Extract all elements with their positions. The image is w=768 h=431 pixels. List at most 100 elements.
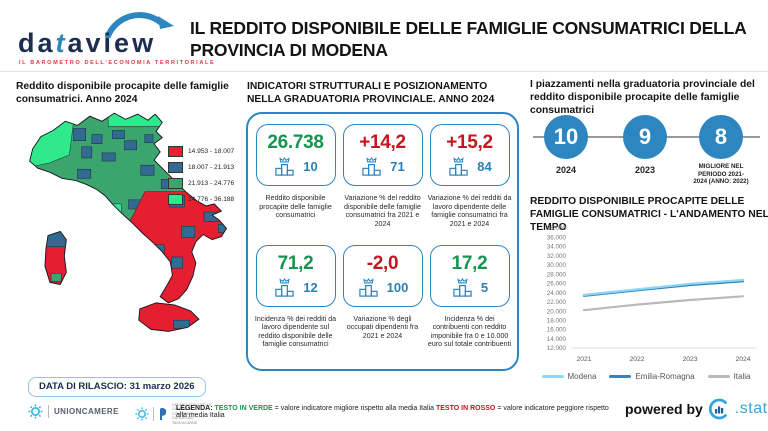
legend-swatch — [168, 194, 183, 205]
legend-series-label: Italia — [733, 372, 751, 381]
indicators-panel-title: INDICATORI STRUTTURALI E POSIZIONAMENTO … — [247, 81, 495, 105]
indicator-caption: Incidenza % dei contribuenti con reddito… — [427, 314, 512, 349]
y-axis-label: 26.000 — [547, 281, 567, 288]
legend-line-swatch — [707, 375, 730, 378]
indicator-value: 26.738 — [267, 132, 324, 153]
y-axis-label: 34.000 — [547, 244, 567, 251]
legend-line-swatch — [609, 375, 632, 378]
gauge-arc-icon — [105, 12, 174, 38]
y-axis-label: 12.000 — [547, 345, 567, 352]
y-axis-label: 28.000 — [547, 271, 567, 278]
y-axis-label: 38.000 — [547, 225, 567, 232]
ranking-panel-title: I piazzamenti nella graduatoria provinci… — [530, 79, 755, 116]
indicator-cell: +14,2 71 Variazione % del reddito disponib… — [339, 124, 426, 245]
legend-swatch — [168, 178, 183, 189]
logo-separator — [153, 407, 154, 422]
indicator-cell: 26.738 10 Reddito disponibile procapite de… — [252, 124, 339, 245]
legenda-green-desc: = valore indicatore migliore rispetto al… — [274, 405, 435, 412]
indicator-rank: 84 — [477, 159, 492, 174]
indicator-caption: Variazione % del reddito disponibile del… — [344, 194, 421, 228]
indicator-rank: 71 — [390, 159, 405, 174]
x-axis-label: 2024 — [735, 356, 750, 363]
podium-icon — [275, 277, 294, 297]
series-line-italia — [582, 295, 745, 312]
footer-legend: LEGENDA: TESTO IN VERDE = valore indicat… — [176, 405, 616, 419]
legenda-label: LEGENDA: — [176, 405, 213, 412]
indicator-value: 71,2 — [277, 252, 314, 274]
indicator-rank: 10 — [303, 159, 318, 174]
indicator-cell: 17,2 5 Incidenza % dei contribuenti con re… — [426, 244, 513, 366]
indicator-value: 17,2 — [451, 252, 488, 274]
indicator-value: -2,0 — [366, 252, 399, 274]
rank-label: MIGLIORE NEL PERIODO 2021-2024 (ANNO: 20… — [693, 163, 749, 186]
indicator-caption: Variazione % dei redditi da lavoro dipen… — [427, 194, 512, 228]
y-axis-label: 36.000 — [547, 234, 567, 241]
y-axis-label: 18.000 — [547, 318, 567, 325]
rank-circle-best: 8 — [699, 115, 743, 159]
legend-swatch — [168, 162, 183, 173]
logo-separator — [48, 405, 49, 418]
gear-icon — [135, 407, 149, 421]
logo-wordmark: dataview — [18, 28, 157, 58]
header-divider — [0, 71, 768, 72]
rank-label: 2024 — [555, 165, 577, 175]
dataview-logo[interactable]: dataview IL BAROMETRO DELL'ECONOMIA TERR… — [14, 10, 214, 68]
x-axis-label: 2021 — [576, 356, 591, 363]
y-axis-label: 20.000 — [547, 308, 567, 315]
legenda-green-term: TESTO IN VERDE — [214, 405, 273, 412]
tagliacarne-logo[interactable]: CENTRO STUDI DELLE CAMERE DI COMMERCIO G… — [135, 403, 214, 425]
series-line-modena — [582, 278, 745, 297]
legenda-red-term: TESTO IN ROSSO — [435, 405, 496, 412]
y-axis-label: 22.000 — [547, 299, 567, 306]
indicator-caption: Variazione % degli occupati dipendenti f… — [346, 314, 419, 340]
map-legend-item: 18.007 - 21.913 — [168, 162, 234, 173]
rank-circle-2023: 9 — [623, 115, 667, 159]
indicator-cell: +15,2 84 Variazione % dei redditi da lavor… — [426, 124, 513, 245]
rank-circle-2024: 10 — [544, 115, 588, 159]
legenda-red-desc: = valore indicatore peggiore rispetto al… — [176, 405, 609, 419]
y-axis-label: 32.000 — [547, 253, 567, 260]
podium-icon — [362, 157, 381, 176]
italy-choropleth-map — [29, 112, 228, 332]
x-axis-label: 2022 — [629, 356, 644, 363]
x-axis-label: 2023 — [682, 356, 697, 363]
indicator-value: +14,2 — [359, 132, 406, 153]
release-date-badge: DATA DI RILASCIO: 31 marzo 2026 — [28, 377, 206, 397]
podium-icon — [275, 157, 294, 176]
trend-line-chart: 38.000 36.000 34.000 32.000 30.000 28.000 26.0… — [547, 225, 756, 363]
podium-icon — [358, 277, 378, 297]
powered-by-label: powered by — [625, 401, 703, 417]
podium-icon — [449, 157, 468, 176]
indicator-card: +15,2 84 — [429, 124, 510, 186]
unioncamere-logo[interactable]: UNIONCAMERE — [28, 404, 119, 419]
bird-icon — [160, 407, 167, 421]
indicator-card: 26.738 10 — [255, 124, 336, 186]
indicator-rank: 12 — [303, 279, 318, 295]
indicator-caption: Reddito disponibile procapite delle fami… — [259, 194, 332, 220]
chart-legend-item: Emilia-Romagna — [609, 372, 695, 381]
map-legend-item: 24.776 - 36.188 — [168, 194, 234, 205]
series-line-emilia-romagna — [582, 280, 745, 297]
y-axis-label: 14.000 — [547, 336, 567, 343]
powered-by-stat[interactable]: powered by .stat — [625, 398, 768, 420]
gear-icon — [28, 404, 43, 419]
rank-label: 2023 — [634, 165, 656, 175]
logo-tagline: IL BAROMETRO DELL'ECONOMIA TERRITORIALE — [19, 60, 216, 66]
legend-series-label: Modena — [567, 372, 597, 381]
map-legend: 14.953 - 18.007 18.007 - 21.913 21.913 -… — [168, 146, 234, 210]
indicator-value: +15,2 — [446, 132, 493, 153]
indicator-card: 17,2 5 — [429, 244, 510, 307]
indicator-rank: 5 — [480, 279, 489, 295]
y-axis-label: 16.000 — [547, 327, 567, 334]
y-axis-label: 24.000 — [547, 290, 567, 297]
indicator-caption: Incidenza % dei redditi da lavoro dipend… — [254, 314, 337, 349]
legend-swatch — [168, 146, 183, 157]
map-legend-item: 14.953 - 18.007 — [168, 146, 234, 157]
podium-icon — [453, 277, 472, 297]
indicators-container: 26.738 10 Reddito disponibile procapite de… — [246, 112, 519, 371]
chart-legend: Modena Emilia-Romagna Italia — [532, 372, 760, 381]
stat-logo-text: .stat — [734, 400, 768, 417]
legend-series-label: Emilia-Romagna — [635, 372, 695, 381]
chart-legend-item: Italia — [707, 372, 751, 381]
indicator-rank: 100 — [386, 279, 409, 295]
